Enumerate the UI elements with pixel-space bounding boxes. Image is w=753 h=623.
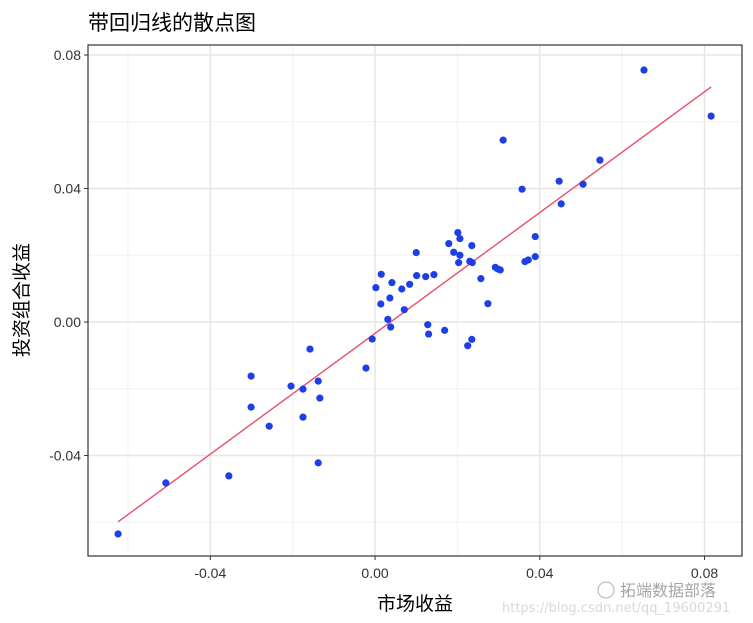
data-point	[422, 273, 430, 281]
regression-line-segment	[117, 86, 712, 523]
regression-line	[117, 86, 712, 523]
data-point	[377, 300, 385, 308]
data-point	[398, 285, 406, 293]
data-point	[499, 136, 507, 144]
watermark: 拓端数据部落 https://blog.csdn.net/qq_19600291	[502, 581, 730, 616]
x-tick-label: 0.00	[361, 565, 388, 581]
data-point	[424, 321, 432, 329]
data-point	[524, 256, 532, 264]
data-point	[579, 180, 587, 188]
data-point	[441, 326, 449, 334]
data-point	[484, 300, 492, 308]
data-point	[468, 335, 476, 343]
data-point	[314, 459, 322, 467]
data-point	[640, 66, 648, 74]
data-point	[445, 239, 453, 248]
x-tick-label: 0.04	[526, 565, 553, 581]
data-point	[387, 323, 395, 331]
data-point	[531, 253, 539, 261]
ticks: -0.04 0.00 0.04 0.08 0.08 0.04 0.00 -0.04	[49, 47, 718, 581]
panel-border	[87, 44, 743, 557]
data-point	[496, 266, 504, 274]
data-point	[114, 530, 122, 538]
watermark-url: https://blog.csdn.net/qq_19600291	[502, 601, 730, 616]
data-point	[247, 403, 255, 411]
y-tick-label: 0.00	[54, 314, 81, 330]
grid	[88, 45, 742, 556]
x-axis-label: 市场收益	[377, 593, 453, 615]
data-point	[518, 185, 526, 193]
data-point	[596, 156, 604, 164]
data-point	[388, 279, 396, 287]
data-point	[555, 177, 563, 185]
data-point	[707, 112, 715, 120]
data-point	[265, 422, 273, 430]
data-point	[314, 377, 322, 385]
wechat-icon	[597, 581, 615, 599]
data-point	[287, 382, 295, 390]
data-point	[413, 272, 421, 280]
data-point	[400, 306, 408, 314]
data-point	[557, 200, 565, 208]
x-tick-label: -0.04	[194, 565, 226, 581]
data-point	[456, 234, 464, 243]
data-point	[368, 335, 376, 343]
points	[114, 66, 715, 538]
data-point	[424, 330, 433, 338]
data-point	[162, 479, 170, 487]
data-point	[316, 394, 324, 402]
data-point	[299, 385, 307, 393]
data-point	[454, 228, 462, 237]
y-tick-label: -0.04	[49, 448, 81, 464]
data-point	[386, 294, 394, 302]
data-point	[377, 270, 385, 278]
data-point	[464, 342, 472, 350]
data-point	[372, 284, 380, 292]
data-point	[468, 259, 476, 267]
x-tick-label: 0.08	[691, 565, 718, 581]
y-tick-label: 0.04	[54, 181, 81, 197]
data-point	[455, 259, 463, 267]
y-tick-label: 0.08	[54, 47, 81, 63]
data-point	[412, 249, 420, 257]
data-point	[477, 275, 485, 283]
data-point	[384, 315, 392, 323]
data-point	[406, 280, 414, 288]
watermark-brand: 拓端数据部落	[620, 581, 716, 600]
chart-title: 带回归线的散点图	[88, 11, 256, 35]
data-point	[362, 364, 370, 372]
data-point	[299, 413, 307, 421]
data-point	[531, 232, 539, 241]
data-point	[430, 271, 438, 279]
data-point	[456, 251, 464, 259]
data-point	[225, 472, 233, 480]
data-point	[247, 372, 255, 380]
y-axis-label: 投资组合收益	[11, 243, 33, 357]
data-point	[468, 241, 476, 250]
data-point	[450, 248, 458, 256]
data-point	[306, 345, 314, 353]
